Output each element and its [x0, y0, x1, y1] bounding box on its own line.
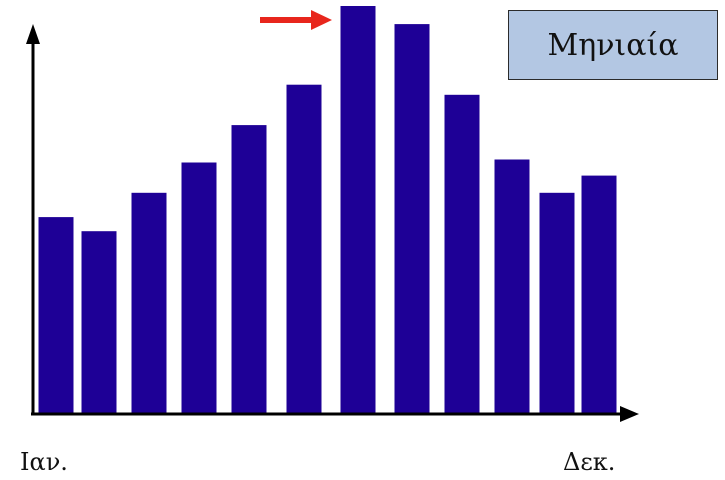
x-tick-label-first: Ιαν.	[20, 448, 68, 476]
bar-3	[131, 192, 167, 414]
bar-10	[494, 159, 530, 414]
chart-title: Μηνιαία	[508, 10, 718, 80]
bar-6	[286, 84, 322, 414]
bar-12	[581, 175, 617, 414]
x-axis	[31, 406, 639, 422]
x-tick-label-last: Δεκ.	[563, 448, 616, 476]
bar-9	[444, 94, 480, 415]
y-axis-arrowhead	[26, 24, 40, 44]
bar-2	[81, 231, 117, 414]
bar-4	[181, 162, 217, 414]
highlight-arrow-icon	[260, 10, 332, 30]
bar-series	[38, 6, 617, 415]
bar-1	[38, 217, 74, 414]
bar-11	[539, 192, 575, 414]
x-axis-arrowhead	[620, 406, 639, 422]
y-axis	[26, 24, 40, 414]
bar-8	[394, 24, 430, 414]
bar-7	[340, 6, 376, 414]
bar-5	[231, 125, 267, 414]
